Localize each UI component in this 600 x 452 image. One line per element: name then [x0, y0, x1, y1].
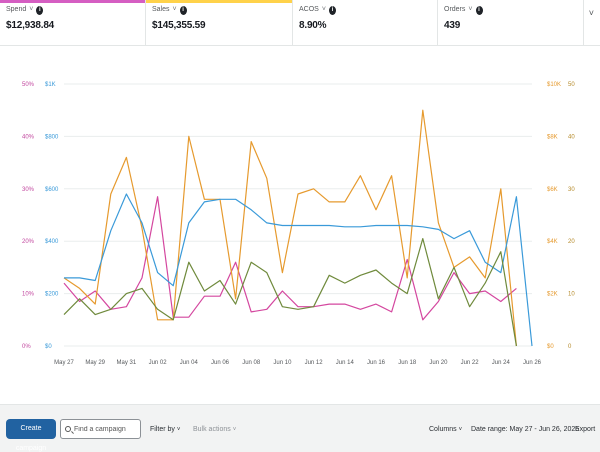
y-axis-dollar-tick-label: $0	[45, 344, 52, 350]
metric-card-sales[interactable]: Sales ˅ i $145,355.59	[146, 0, 293, 46]
metric-card-acos[interactable]: ACOS ˅ i 8.90%	[293, 0, 438, 46]
metric-color-bar	[146, 0, 292, 3]
y-axis-orders-tick-label: 20	[568, 239, 575, 245]
info-icon[interactable]: i	[179, 5, 187, 15]
chevron-down-icon[interactable]: ˅	[172, 6, 177, 13]
search-icon	[65, 426, 71, 432]
metric-label: ACOS	[299, 6, 319, 13]
x-axis-tick-label: Jun 06	[211, 360, 230, 366]
create-campaign-button[interactable]: Create campaign	[6, 419, 56, 452]
x-axis-tick-label: May 27	[54, 360, 74, 366]
x-axis-tick-label: Jun 22	[461, 360, 480, 366]
y-axis-orders-tick-label: 10	[568, 292, 575, 298]
y-axis-orders-tick-label: 50	[568, 82, 575, 88]
y-axis-dollar-tick-label: $600	[45, 187, 59, 193]
date-range-label: Date range: May 27 - Jun 26, 2025	[471, 426, 580, 433]
y-axis-orders-tick-label: 30	[568, 187, 575, 193]
x-axis-tick-label: May 29	[85, 360, 105, 366]
y-axis-dollar-tick-label: $1K	[45, 82, 56, 88]
chevron-down-icon: ˅	[458, 427, 463, 433]
chevron-down-icon: ˅	[176, 427, 181, 433]
x-axis-tick-label: Jun 14	[336, 360, 355, 366]
metric-color-bar	[293, 0, 437, 3]
metric-value: 8.90%	[299, 20, 327, 31]
y-axis-pct-tick-label: 20%	[22, 239, 35, 245]
x-axis-tick-label: Jun 04	[180, 360, 199, 366]
collapse-chevron-icon[interactable]: ˅	[588, 8, 594, 18]
campaign-toolbar: Create campaign Filter by˅ Bulk actions˅…	[0, 404, 600, 452]
performance-chart: 0% 10% 20% 30% 40% 50% $0 $200 $400 $600 $800 $1K $0…	[0, 46, 600, 388]
chevron-down-icon: ˅	[232, 427, 237, 433]
y-axis-sales-tick-label: $0	[547, 344, 554, 350]
metric-label: Spend	[6, 6, 27, 13]
y-axis-dollar-tick-label: $200	[45, 292, 59, 298]
metric-label: Orders	[444, 6, 466, 13]
x-axis-tick-label: Jun 18	[398, 360, 417, 366]
x-axis-tick-label: Jun 26	[523, 360, 542, 366]
y-axis-orders-tick-label: 0	[568, 344, 572, 350]
metric-card-orders[interactable]: Orders ˅ i 439	[438, 0, 584, 46]
metric-color-bar	[438, 0, 583, 3]
info-icon[interactable]: i	[475, 5, 483, 15]
series-line	[63, 196, 517, 321]
export-button[interactable]: Export	[575, 426, 596, 433]
y-axis-sales-tick-label: $4K	[547, 239, 558, 245]
y-axis-pct-tick-label: 50%	[22, 82, 35, 88]
x-axis-tick-label: Jun 24	[492, 360, 511, 366]
chevron-down-icon[interactable]: ˅	[321, 6, 326, 13]
metric-value: 439	[444, 20, 461, 31]
columns-label: Columns	[429, 426, 457, 433]
x-axis-tick-label: Jun 02	[149, 360, 168, 366]
filter-by-label: Filter by	[150, 426, 175, 433]
series-line	[64, 193, 533, 347]
metric-value: $145,355.59	[152, 20, 206, 31]
chevron-down-icon[interactable]: ˅	[468, 6, 473, 13]
x-axis-tick-label: Jun 20	[429, 360, 448, 366]
y-axis-sales-tick-label: $10K	[547, 82, 561, 88]
find-campaign-input[interactable]	[74, 425, 140, 433]
metric-cards-row: Spend ˅ i $12,938.84 Sales ˅ i $145,355.…	[0, 0, 600, 46]
y-axis-pct-tick-label: 30%	[22, 187, 35, 193]
y-axis-sales-tick-label: $8K	[547, 134, 558, 140]
metric-label: Sales	[152, 6, 170, 13]
filter-by-dropdown[interactable]: Filter by ˅	[150, 426, 180, 433]
y-axis-sales-tick-label: $6K	[547, 187, 558, 193]
line-chart-svg: 0% 10% 20% 30% 40% 50% $0 $200 $400 $600 $800 $1K $0…	[22, 82, 575, 366]
info-icon[interactable]: i	[36, 5, 44, 15]
y-axis-pct-tick-label: 10%	[22, 292, 35, 298]
chevron-down-icon[interactable]: ˅	[29, 6, 34, 13]
find-campaign-field[interactable]	[60, 419, 141, 439]
bulk-actions-label: Bulk actions	[193, 426, 231, 433]
y-axis-orders-tick-label: 40	[568, 134, 575, 140]
y-axis-pct-tick-label: 0%	[22, 344, 31, 350]
info-icon[interactable]: i	[328, 5, 336, 15]
series-line	[63, 109, 517, 347]
y-axis-sales-tick-label: $2K	[547, 292, 558, 298]
x-axis-tick-label: Jun 16	[367, 360, 386, 366]
metric-color-bar	[0, 0, 145, 3]
metric-card-spend[interactable]: Spend ˅ i $12,938.84	[0, 0, 146, 46]
x-axis-tick-label: Jun 10	[273, 360, 292, 366]
x-axis-tick-label: Jun 08	[242, 360, 261, 366]
x-axis-tick-label: Jun 12	[305, 360, 324, 366]
series-line	[63, 238, 517, 347]
x-axis-tick-label: May 31	[117, 360, 137, 366]
y-axis-pct-tick-label: 40%	[22, 134, 35, 140]
y-axis-dollar-tick-label: $800	[45, 134, 59, 140]
columns-dropdown[interactable]: Columns ˅	[429, 426, 462, 433]
y-axis-dollar-tick-label: $400	[45, 239, 59, 245]
bulk-actions-dropdown[interactable]: Bulk actions ˅	[193, 426, 236, 433]
date-range-picker[interactable]: Date range: May 27 - Jun 26, 2025	[471, 426, 579, 433]
metric-value: $12,938.84	[6, 20, 55, 31]
